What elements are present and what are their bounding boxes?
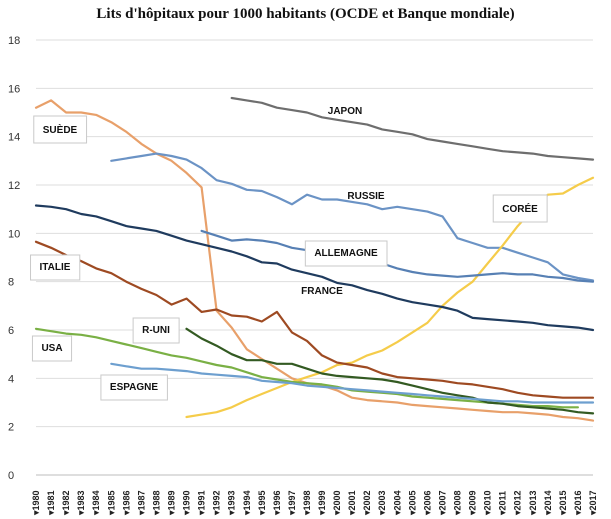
x-tick-label: ▾2012 [513,490,523,516]
x-tick-label: ▾2007 [437,490,447,516]
series-line-espagne [110,362,595,404]
x-tick-label: ▾1993 [227,490,237,516]
series-label-cor-e: CORÉE [492,194,548,223]
x-tick-label: ▾1990 [182,490,192,516]
x-tick-label: ▾1999 [317,490,327,516]
x-tick-label: ▾2002 [362,490,372,516]
x-tick-label: ▾1987 [136,490,146,516]
series-line-japon [230,96,595,161]
x-tick-label: ▾2009 [468,490,478,516]
series-label-su-de: SUÈDE [33,115,88,144]
series-label-text: SUÈDE [43,123,78,136]
x-tick-label: ▾2000 [332,490,342,516]
y-tick-label: 10 [8,228,20,240]
series-label-box [31,335,73,362]
chart-title: Lits d'hôpitaux pour 1000 habitants (OCD… [96,6,515,22]
x-tick-label: ▾2017 [588,490,598,516]
x-tick-label: ▾2004 [392,490,402,516]
x-tick-label: ▾1998 [302,490,312,516]
series-label-text: RUSSIE [347,191,385,202]
x-tick-label: ▾1981 [46,490,56,516]
y-tick-label: 16 [8,83,20,95]
series-label-text: ALLEMAGNE [314,248,378,259]
series-label-allemagne: ALLEMAGNE [304,240,388,267]
x-tick-label: ▾1991 [197,490,207,516]
series-label-text: FRANCE [301,286,343,297]
x-tick-label: ▾2005 [407,490,417,516]
x-tick-label: ▾1994 [242,490,252,516]
series-label-r-uni: R-UNI [132,317,180,344]
series-label-france: FRANCE [301,286,343,297]
y-tick-label: 4 [8,373,14,385]
x-tick-label: ▾1982 [61,490,71,516]
x-tick-label: ▾1995 [257,490,267,516]
x-tick-label: ▾1992 [212,490,222,516]
y-tick-label: 6 [8,325,14,337]
series-line-france [200,229,595,283]
series-label-text: ITALIE [40,262,71,273]
series-label-japon: JAPON [328,106,362,117]
x-tick-label: ▾2001 [347,490,357,516]
x-tick-label: ▾1996 [272,490,282,516]
y-tick-label: 18 [8,35,20,47]
x-tick-label: ▾1988 [151,490,161,516]
series-label-russie: RUSSIE [347,191,385,202]
x-tick-label: ▾2008 [453,490,463,516]
series-label-espagne: ESPAGNE [100,374,168,401]
series-line-russie [110,152,595,282]
x-tick-label: ▾1984 [91,490,101,516]
series-line-r-uni [185,327,595,415]
x-tick-label: ▾2003 [377,490,387,516]
x-tick-label: ▾2011 [498,491,508,516]
series-label-box [100,374,168,401]
y-tick-label: 8 [8,277,14,289]
series-label-text: CORÉE [502,202,538,215]
series-label-italie: ITALIE [30,254,81,281]
x-tick-label: ▾2010 [483,490,493,516]
x-tick-label: ▾1997 [287,490,297,516]
y-tick-label: 12 [8,180,20,192]
y-tick-label: 14 [8,132,20,144]
x-tick-label: ▾1983 [76,490,86,516]
x-tick-label: ▾1985 [106,490,116,516]
series-label-usa: USA [31,335,73,362]
y-tick-label: 2 [8,422,14,434]
x-tick-label: ▾2013 [528,490,538,516]
series-label-box [492,194,548,223]
y-tick-label: 0 [8,470,14,482]
series-label-box [132,317,180,344]
axis-layer: 0 2 4 6 8 10 12 14 16 18 ▾1980 ▾1981 ▾1982 ▾1983 ▾1984… [8,35,598,516]
x-tick-label: ▾2015 [558,490,568,516]
x-tick-label: ▾1980 [31,490,41,516]
x-tick-label: ▾1989 [166,490,176,516]
x-tick-label: ▾2014 [543,490,553,516]
x-tick-label: ▾2006 [422,490,432,516]
series-label-box [30,254,81,281]
series-label-box [304,240,388,267]
series-label-box [33,115,88,144]
series-label-text: JAPON [328,106,362,117]
x-tick-label: ▾1986 [121,490,131,516]
series-label-text: R-UNI [142,325,170,336]
series-label-text: USA [41,343,62,354]
series-line-italie [34,240,595,399]
x-tick-label: ▾2016 [573,490,583,516]
series-label-layer: JAPON SUÈDE RUSSIE CORÉE ALLEMAGNE FRANCE ITAL… [30,106,548,401]
series-label-text: ESPAGNE [110,382,158,393]
series-line-allemagne [34,204,595,332]
